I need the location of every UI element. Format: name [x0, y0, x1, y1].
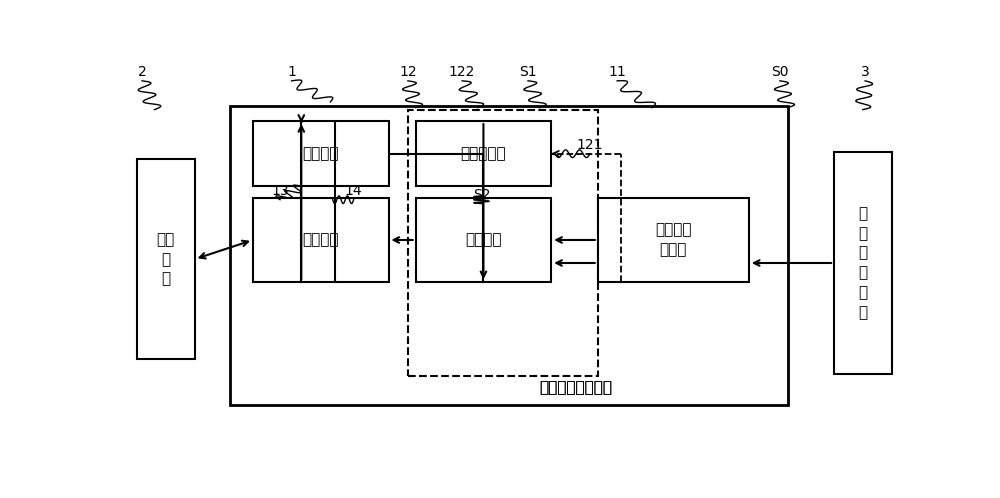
Text: 计数单元: 计数单元 — [302, 146, 339, 161]
Text: S0: S0 — [771, 65, 789, 79]
Bar — [416, 121, 551, 186]
Text: 模拟数字
转换器: 模拟数字 转换器 — [655, 223, 692, 257]
Bar — [834, 152, 892, 374]
Text: 12: 12 — [399, 65, 417, 79]
Bar — [253, 198, 388, 282]
Bar — [137, 159, 195, 359]
Bar — [408, 110, 598, 376]
Text: 游戏
平
台: 游戏 平 台 — [157, 232, 175, 286]
Bar — [598, 198, 749, 282]
Text: 121: 121 — [577, 138, 603, 152]
Text: 122: 122 — [449, 65, 475, 79]
Text: 音源信号传输装置: 音源信号传输装置 — [539, 380, 612, 395]
Text: S1: S1 — [519, 65, 537, 79]
Text: 11: 11 — [608, 65, 626, 79]
Text: 2: 2 — [138, 65, 146, 79]
Text: 14: 14 — [345, 184, 362, 198]
Text: 控制单元: 控制单元 — [302, 233, 339, 248]
Text: 信号产生器: 信号产生器 — [461, 146, 506, 161]
Text: 音
源
输
入
装
置: 音 源 输 入 装 置 — [859, 206, 868, 320]
Text: 多任务器: 多任务器 — [465, 233, 502, 248]
Text: S2: S2 — [473, 188, 490, 202]
Bar — [416, 198, 551, 282]
Bar — [253, 121, 388, 186]
Text: 1: 1 — [287, 65, 296, 79]
Text: 13: 13 — [271, 184, 289, 198]
Text: 3: 3 — [861, 65, 870, 79]
Bar — [230, 106, 788, 405]
Text: 音源信号传输装置: 音源信号传输装置 — [539, 380, 612, 395]
